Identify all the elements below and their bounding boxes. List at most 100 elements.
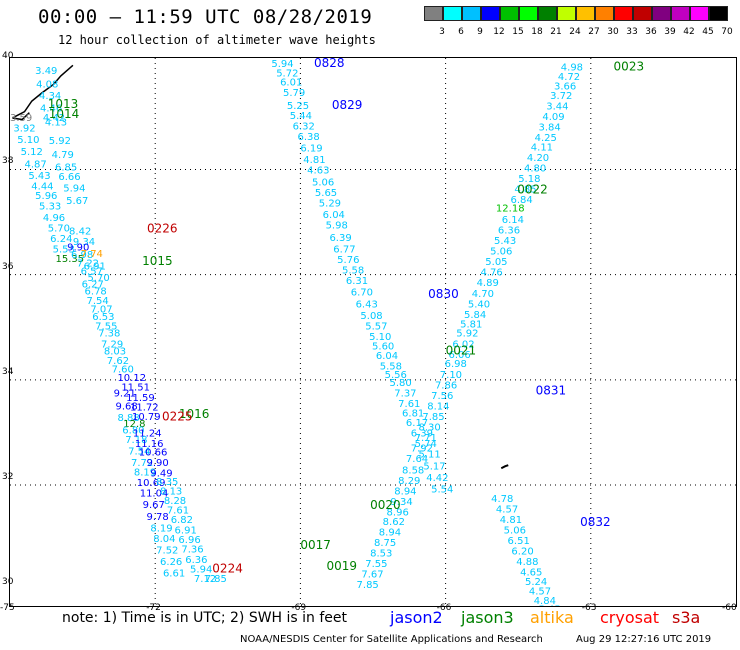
longitude-label: -63 <box>581 603 597 613</box>
scale-label: 70 <box>721 27 733 37</box>
wave-height-value: 11.51 <box>121 382 150 393</box>
wave-height-value: 7.54 <box>128 447 150 458</box>
latitude-label: 38 <box>2 156 14 167</box>
wave-height-value: 6.19 <box>300 144 322 155</box>
wave-height-value: 7.36 <box>181 544 203 555</box>
wave-height-value: 6.66 <box>58 172 80 183</box>
wave-height-value: 6.31 <box>346 276 368 287</box>
wave-height-value: 7.74 <box>81 249 103 260</box>
scale-swatch <box>500 6 519 21</box>
note-text: note: 1) Time is in UTC; 2) SWH is in fe… <box>62 610 348 626</box>
latitude-label: 40 <box>2 51 14 62</box>
wave-height-value: 5.92 <box>456 329 478 340</box>
wave-height-value: 5.94 <box>190 564 212 575</box>
wave-height-value: 5.67 <box>66 196 88 207</box>
pass-label: 0829 <box>332 98 363 112</box>
wave-height-value: 5.05 <box>485 257 507 268</box>
wave-height-value: 7.60 <box>112 364 134 375</box>
wave-height-value: 4.57 <box>529 586 551 597</box>
scale-label: 27 <box>588 27 600 37</box>
footer-credit: NOAA/NESDIS Center for Satellite Applica… <box>240 634 543 645</box>
wave-height-value: 6.91 <box>175 525 197 536</box>
wave-height-value: 4.98 <box>561 63 583 74</box>
wave-height-value: 6.36 <box>185 555 207 566</box>
scale-label: 3 <box>439 27 445 37</box>
wave-height-value: 5.60 <box>372 341 394 352</box>
wave-height-value: 5.76 <box>337 255 359 266</box>
wave-height-value: 7.71 <box>415 433 437 444</box>
pass-label: 1014 <box>49 107 80 121</box>
wave-height-value: 6.01 <box>280 77 302 88</box>
pass-label: 0830 <box>428 287 459 301</box>
scale-swatch <box>709 6 728 21</box>
scale-label: 21 <box>550 27 562 37</box>
wave-height-value: 6.39 <box>329 233 351 244</box>
pass-label: 0021 <box>446 344 477 358</box>
wave-height-value: 8.04 <box>153 534 175 545</box>
wave-height-value: 7.55 <box>365 559 387 570</box>
wave-height-value: 4.13 <box>45 117 67 128</box>
wave-height-value: 8.28 <box>164 496 186 507</box>
wave-height-value: 9.68 <box>116 401 138 412</box>
longitude-label: -72 <box>146 603 161 613</box>
wave-height-value: 4.11 <box>531 143 553 154</box>
wave-height-value: 5.29 <box>319 198 341 209</box>
wave-height-value: 6.98 <box>71 250 93 261</box>
wave-height-value: 6.82 <box>171 515 193 526</box>
wave-height-value: 6.17 <box>406 418 428 429</box>
wave-height-value: 6.27 <box>82 279 104 290</box>
pass-label: 0023 <box>614 60 645 74</box>
wave-height-value: 5.06 <box>312 177 334 188</box>
wave-height-value: 4.09 <box>542 112 564 123</box>
scale-swatch <box>633 6 652 21</box>
wave-height-value: 10.69 <box>137 478 166 489</box>
legend-altika: altika <box>530 608 574 627</box>
wave-height-value: 5.40 <box>468 299 490 310</box>
scale-swatch <box>576 6 595 21</box>
wave-height-value: 5.06 <box>490 247 512 258</box>
wave-height-value: 4.78 <box>491 494 513 505</box>
wave-height-value: 10.66 <box>139 448 168 459</box>
pass-label: 0020 <box>370 498 401 512</box>
scale-swatch <box>671 6 690 21</box>
wave-height-value: 6.43 <box>356 299 378 310</box>
wave-height-value: 7.55 <box>95 321 117 332</box>
wave-height-value: 7.29 <box>101 339 123 350</box>
wave-height-value: 12.18 <box>496 204 525 215</box>
wave-height-value: 8.35 <box>156 477 178 488</box>
wave-height-value: 5.57 <box>365 321 387 332</box>
wave-height-value: 5.11 <box>418 450 440 461</box>
scale-label: 24 <box>569 27 581 37</box>
wave-height-value: 7.62 <box>107 356 129 367</box>
wave-height-value: 6.38 <box>297 132 319 143</box>
wave-height-value: 6.84 <box>510 195 532 206</box>
wave-height-value: 8.88 <box>117 413 139 424</box>
scale-swatch <box>690 6 709 21</box>
wave-height-value: 7.85 <box>205 574 227 585</box>
wave-height-value: 7.37 <box>394 389 416 400</box>
wave-height-value: 6.20 <box>511 546 533 557</box>
map-frame: 3.49 4.08 4.34 4.46 4.42 4.13 5.92 4.79 6.85 6.66… <box>9 56 737 615</box>
longitude-label: -75 <box>0 603 15 613</box>
page-title: 00:00 – 11:59 UTC 08/28/2019 <box>38 6 373 28</box>
wave-height-value: 7.86 <box>435 380 457 391</box>
wave-height-value: 3.49 <box>35 66 57 77</box>
wave-height-value: 4.76 <box>480 268 502 279</box>
wave-height-value: 4.96 <box>43 213 65 224</box>
wave-height-value: 4.42 <box>43 113 65 124</box>
wave-height-value: 4.25 <box>535 133 557 144</box>
wave-height-value: 5.43 <box>28 171 50 182</box>
wave-height-value: 5.18 <box>518 174 540 185</box>
wave-height-value: 7.85 <box>422 412 444 423</box>
wave-height-value: 7.38 <box>98 329 120 340</box>
scale-label: 12 <box>493 27 505 37</box>
pass-label: 0832 <box>580 515 611 529</box>
wave-height-value: 3.59 <box>10 113 32 124</box>
wave-height-value: 4.42 <box>426 473 448 484</box>
wave-height-value: 3.66 <box>554 82 576 93</box>
wave-height-value: 4.70 <box>472 289 494 300</box>
wave-height-value: 5.44 <box>290 111 312 122</box>
scale-label: 30 <box>607 27 619 37</box>
longitude-label: -66 <box>436 603 452 613</box>
wave-height-value: 4.81 <box>500 515 522 526</box>
